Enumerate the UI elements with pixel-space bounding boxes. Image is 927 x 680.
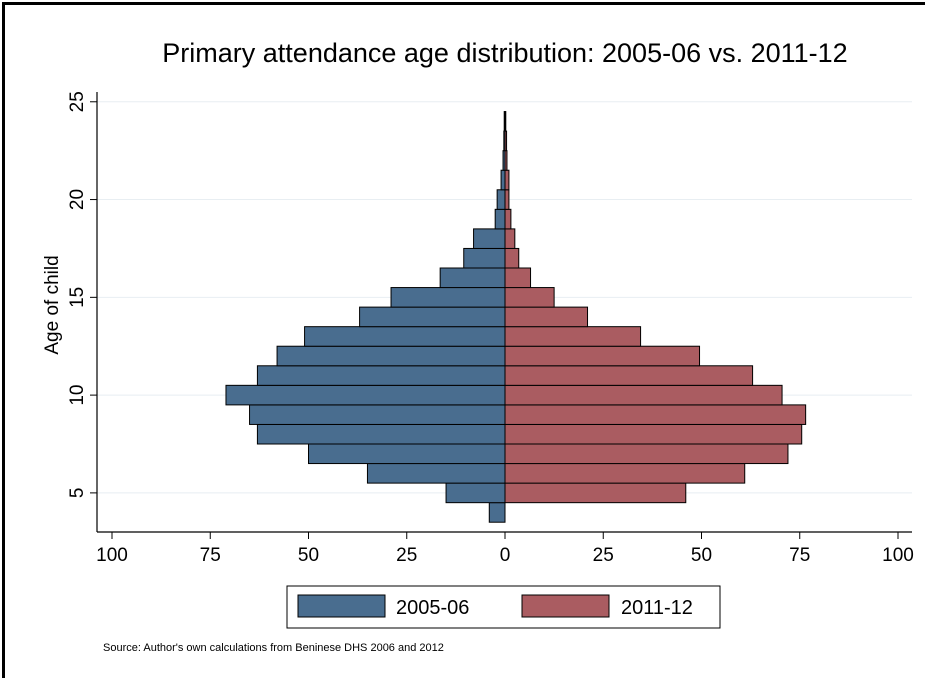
- bar-2011-12-age-22: [504, 150, 508, 171]
- x-tick-label-6: 50: [691, 545, 712, 566]
- legend-swatch-2011-12: [521, 594, 610, 618]
- x-tick-label-2: 50: [298, 545, 319, 566]
- bar-2005-06-age-20: [496, 189, 506, 210]
- bar-2011-12-age-19: [504, 208, 512, 230]
- legend-label-2005-06: 2005-06: [396, 597, 469, 619]
- bar-2011-12-age-21: [504, 169, 510, 191]
- bar-2011-12-age-15: [504, 287, 555, 308]
- bar-2011-12-age-11: [504, 365, 754, 386]
- bar-2005-06-age-15: [390, 287, 506, 308]
- x-tick-label-7: 75: [789, 545, 810, 566]
- bar-2005-06-age-19: [494, 208, 506, 230]
- x-tick-label-5: 25: [593, 545, 614, 566]
- bar-2011-12-age-24: [504, 111, 507, 132]
- bar-2005-06-age-11: [256, 365, 506, 386]
- chart-title: Primary attendance age distribution: 200…: [162, 38, 847, 68]
- bar-2011-12-age-14: [504, 306, 589, 328]
- legend-label-2011-12: 2011-12: [621, 597, 693, 619]
- bar-2011-12-age-13: [504, 326, 642, 347]
- bar-2005-06-age-12: [276, 345, 506, 367]
- x-tick-label-4: 0: [500, 545, 511, 566]
- bar-2011-12-age-6: [504, 463, 746, 484]
- y-tick-label-4: 25: [67, 91, 88, 112]
- bar-2011-12-age-18: [504, 228, 516, 249]
- bar-2011-12-age-5: [504, 482, 687, 504]
- source-note: Source: Author's own calculations from B…: [103, 642, 444, 654]
- x-tick-label-1: 75: [200, 545, 221, 566]
- bar-2005-06-age-18: [473, 228, 506, 249]
- bar-2005-06-age-7: [308, 443, 506, 465]
- legend: 2005-06 2011-12: [286, 585, 721, 629]
- y-tick-label-2: 15: [67, 287, 88, 308]
- bar-2011-12-age-17: [504, 247, 520, 269]
- y-tick-label-3: 20: [67, 189, 88, 210]
- bars: [225, 111, 807, 523]
- bar-2005-06-age-16: [439, 267, 506, 289]
- bar-2005-06-age-6: [366, 463, 506, 484]
- bar-2005-06-age-10: [225, 384, 506, 406]
- bar-2005-06-age-8: [256, 423, 506, 445]
- y-tick-label-1: 10: [67, 385, 88, 406]
- bar-2005-06-age-5: [445, 482, 506, 504]
- y-axis-label: Age of child: [42, 255, 63, 354]
- bar-2011-12-age-16: [504, 267, 532, 289]
- bar-2005-06-age-4: [488, 502, 506, 523]
- bar-2005-06-age-9: [249, 404, 506, 425]
- bar-2005-06-age-13: [304, 326, 506, 347]
- y-axis-ticks: 5 10 15 20 25: [67, 91, 97, 498]
- x-axis-ticks: 100 75 50 25 0 25 50 75 100: [96, 532, 914, 566]
- x-tick-label-3: 25: [396, 545, 417, 566]
- bar-2005-06-age-17: [463, 247, 506, 269]
- bar-2011-12-age-8: [504, 423, 803, 445]
- legend-swatch-2005-06: [297, 594, 386, 618]
- x-tick-label-8: 100: [882, 545, 914, 566]
- bar-2011-12-age-12: [504, 345, 701, 367]
- bar-2005-06-age-21: [500, 169, 506, 191]
- bar-2011-12-age-9: [504, 404, 807, 425]
- bar-2011-12-age-10: [504, 384, 783, 406]
- bar-2011-12-age-7: [504, 443, 789, 465]
- y-tick-label-0: 5: [67, 488, 88, 499]
- x-tick-label-0: 100: [96, 545, 128, 566]
- bar-2005-06-age-14: [359, 306, 506, 328]
- bar-2011-12-age-20: [504, 189, 510, 210]
- bar-2011-12-age-23: [504, 130, 508, 152]
